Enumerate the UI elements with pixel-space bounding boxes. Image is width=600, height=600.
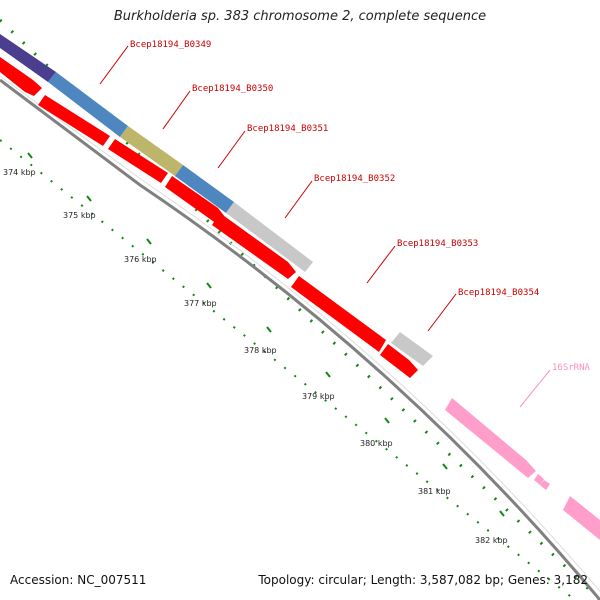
tick-mark [266,326,272,333]
scale-label: 376 kbp [124,255,157,264]
scale-label: 379 kbp [302,392,335,401]
tick-mark [499,510,505,517]
scale-label: 377 kbp [184,299,217,308]
leader-line [519,369,551,408]
cds-arrow [108,139,168,183]
tick-mark [86,195,92,202]
scale-ticks [27,152,505,517]
rna-label[interactable]: 16SrRNA [552,363,591,373]
cog-segments [0,34,433,366]
leader-line [284,180,313,219]
tick-dots-inner [0,139,577,600]
scale-label: 381 kbp [418,487,451,496]
tick-dots-outer [0,18,600,600]
tick-mark [206,282,212,289]
tick-mark [325,371,331,378]
cog-segment-olive [120,126,183,176]
gene-label[interactable]: Bcep18194_B0352 [314,174,395,184]
scale-label: 380 kbp [360,439,393,448]
rrna-features [445,398,600,540]
feature-labels: Bcep18194_B0349 Bcep18194_B0350 Bcep1819… [130,40,591,373]
topology-text: Topology: circular; Length: 3,587,082 bp… [258,573,588,587]
cog-segment-grey-1 [226,202,313,272]
scale-label: 378 kbp [244,346,277,355]
gene-label[interactable]: Bcep18194_B0350 [192,84,273,94]
cds-arrow [212,213,296,279]
scale-label: 374 kbp [3,168,36,177]
cds-arrows [0,57,418,378]
rrna-feature [445,398,536,478]
leader-line [427,293,457,332]
rrna-feature [540,480,550,490]
tick-mark [384,417,390,424]
rrna-feature [563,496,600,540]
gene-label[interactable]: Bcep18194_B0353 [397,239,478,249]
cds-arrow [291,276,386,352]
cog-segment-grey-2 [391,332,433,366]
gene-label[interactable]: Bcep18194_B0349 [130,40,211,50]
tick-mark [442,463,448,470]
gene-label[interactable]: Bcep18194_B0351 [247,124,328,134]
label-leaders [99,45,551,408]
leader-line [366,245,396,284]
leader-line [99,45,129,85]
backbone-inner [0,75,600,593]
tick-mark [146,238,152,245]
scale-label: 382 kbp [475,536,508,545]
rrna-feature [534,474,544,485]
map-title: Burkholderia sp. 383 chromosome 2, compl… [113,9,487,24]
cds-arrow [380,344,418,378]
cog-segment-blue-2 [175,165,234,213]
cds-arrow [0,57,42,96]
cds-arrow [165,176,225,224]
leader-line [217,130,246,169]
cog-segment-blue-1 [48,72,128,137]
accession-text: Accession: NC_007511 [10,573,147,587]
tick-mark [27,152,33,159]
scale-label: 375 kbp [63,211,96,220]
leader-line [162,90,191,130]
cog-segment-purple [0,34,56,82]
cds-arrow [38,95,110,146]
backbone-outer [0,78,600,600]
gene-label[interactable]: Bcep18194_B0354 [458,288,539,298]
scale-labels: 374 kbp 375 kbp 376 kbp 377 kbp 378 kbp … [3,168,508,545]
